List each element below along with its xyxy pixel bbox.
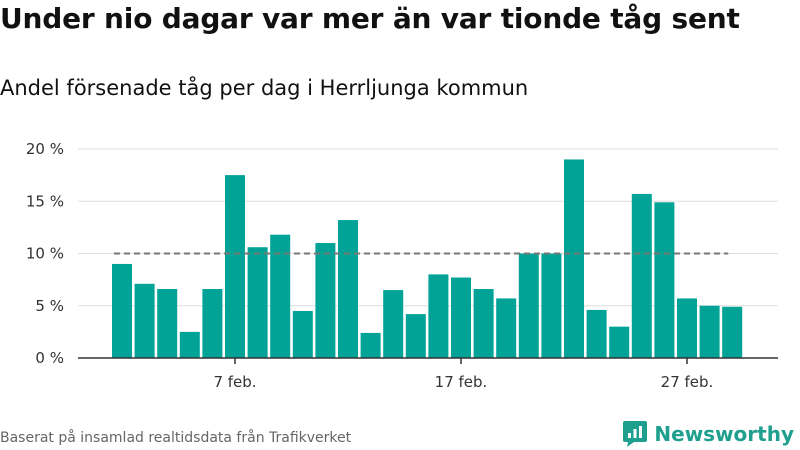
- y-tick-label: 5 %: [35, 297, 64, 315]
- chart-title: Under nio dagar var mer än var tionde tå…: [0, 2, 740, 35]
- bar: [179, 331, 200, 358]
- brand-name: Newsworthy: [654, 422, 794, 446]
- x-tick-label: 17 feb.: [435, 373, 488, 391]
- bar: [699, 305, 720, 358]
- bar: [564, 159, 584, 358]
- brand-logo: Newsworthy: [622, 420, 794, 448]
- bar: [496, 298, 517, 358]
- x-tick-label: 7 feb.: [213, 373, 256, 391]
- bar: [338, 220, 358, 358]
- newsworthy-icon: [623, 421, 648, 447]
- bar: [360, 332, 381, 358]
- bar: [722, 306, 743, 358]
- bar: [202, 289, 223, 358]
- bar: [292, 310, 313, 358]
- bar: [112, 263, 132, 358]
- bar: [609, 326, 630, 358]
- bar: [134, 283, 155, 358]
- bar: [405, 314, 426, 358]
- bar: [473, 289, 494, 358]
- chart-subtitle: Andel försenade tåg per dag i Herrljunga…: [0, 76, 529, 100]
- bar: [428, 274, 449, 358]
- x-tick-label: 27 feb.: [661, 373, 714, 391]
- bar: [654, 202, 675, 358]
- source-note: Baserat på insamlad realtidsdata från Tr…: [0, 430, 352, 446]
- bar: [225, 175, 245, 358]
- y-tick-label: 15 %: [26, 192, 64, 210]
- y-tick-label: 20 %: [26, 140, 64, 158]
- bar: [451, 277, 471, 358]
- bar: [677, 298, 697, 358]
- bar: [541, 253, 562, 358]
- y-tick-label: 0 %: [35, 349, 64, 367]
- bar: [315, 243, 336, 358]
- bar: [631, 193, 652, 358]
- bar: [518, 253, 539, 358]
- y-tick-label: 10 %: [26, 245, 64, 263]
- bar: [383, 290, 404, 358]
- bar: [586, 309, 607, 358]
- bar: [157, 289, 178, 358]
- bar: [247, 247, 268, 358]
- bar: [270, 234, 291, 358]
